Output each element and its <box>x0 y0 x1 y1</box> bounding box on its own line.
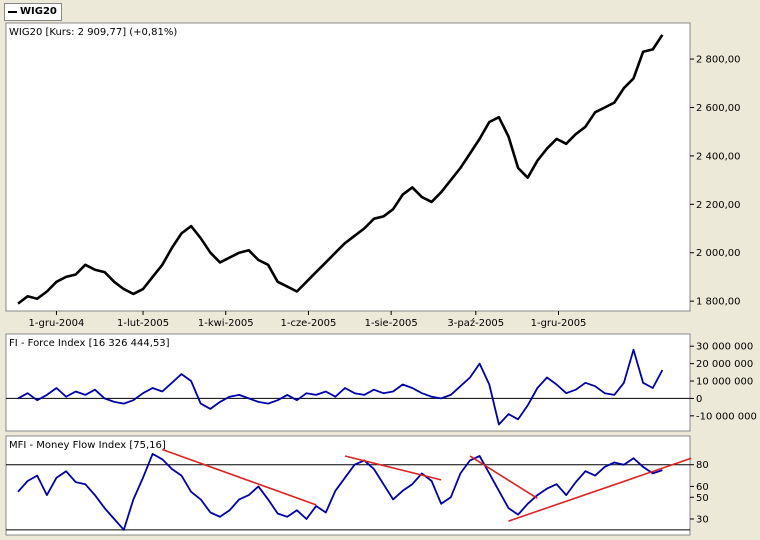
price-x-tick-label: 1-lut-2005 <box>117 318 169 329</box>
price-y-tick-label: 2 400,00 <box>696 151 741 162</box>
fi-series-line <box>17 348 664 426</box>
mfi-panel <box>5 435 691 536</box>
price-x-tick-label: 1-sie-2005 <box>365 318 418 329</box>
mfi-trendline <box>508 457 692 522</box>
legend-line-swatch <box>8 11 17 13</box>
mfi-trendline <box>469 455 538 500</box>
mfi-y-tick-label: 50 <box>696 493 709 504</box>
price-x-tick-label: 1-gru-2005 <box>531 318 587 329</box>
fi-y-tick-label: 0 <box>696 394 702 405</box>
fi-y-tick-label: 30 000 000 <box>696 342 753 353</box>
mfi-series-line <box>17 452 663 531</box>
mfi-y-tick-label: 30 <box>696 514 709 525</box>
price-y-tick-label: 2 200,00 <box>696 200 741 211</box>
price-y-tick-label: 2 600,00 <box>696 103 741 114</box>
price-x-tick-label: 1-cze-2005 <box>280 318 336 329</box>
fi-y-tick-label: 20 000 000 <box>696 359 753 370</box>
price-y-tick-label: 2 800,00 <box>696 55 741 66</box>
price-y-tick-label: 2 000,00 <box>696 248 741 259</box>
legend-label: WIG20 <box>20 6 57 17</box>
price-x-tick-label: 1-kwi-2005 <box>198 318 254 329</box>
mfi-trendline <box>161 448 317 506</box>
legend-tag: WIG20 <box>4 3 62 21</box>
price-x-tick-label: 3-paź-2005 <box>447 317 504 329</box>
fi-panel-title: FI - Force Index [16 326 444,53] <box>9 338 170 349</box>
fi-y-tick-label: -10 000 000 <box>696 411 757 422</box>
mfi-trendline <box>344 455 442 481</box>
price-series-line <box>17 34 664 305</box>
mfi-y-tick-label: 80 <box>696 460 709 471</box>
fi-y-tick-label: 10 000 000 <box>696 377 753 388</box>
price-panel-title: WIG20 [Kurs: 2 909,77] (+0,81%) <box>9 27 177 38</box>
price-y-tick-label: 1 800,00 <box>696 297 741 308</box>
price-x-tick-label: 1-gru-2004 <box>29 318 85 329</box>
mfi-y-tick-label: 60 <box>696 482 709 493</box>
mfi-panel-title: MFI - Money Flow Index [75,16] <box>9 440 166 451</box>
fi-panel <box>5 333 691 432</box>
price-panel <box>5 22 691 312</box>
